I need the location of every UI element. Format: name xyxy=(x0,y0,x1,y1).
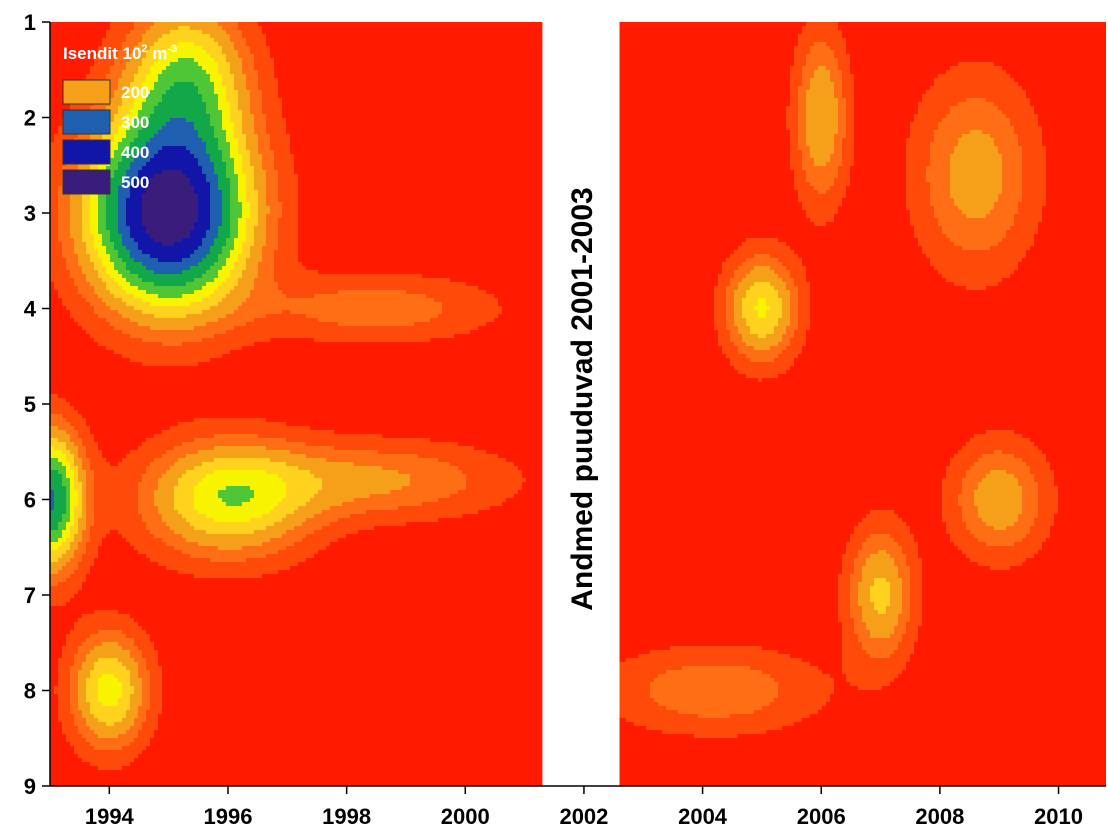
x-tick-label: 1994 xyxy=(85,804,135,829)
legend-title: Isendit 102 m-3 xyxy=(63,43,177,63)
contour-band-2 xyxy=(50,22,1038,750)
legend-label: 500 xyxy=(121,173,149,192)
legend-label: 200 xyxy=(121,83,149,102)
y-tick-label: 5 xyxy=(24,392,36,417)
contour-layer xyxy=(50,22,1058,770)
y-tick-label: 1 xyxy=(24,10,36,35)
legend-swatch xyxy=(62,139,111,165)
x-tick-label: 1998 xyxy=(322,804,371,829)
x-tick-label: 1996 xyxy=(204,804,253,829)
legend: Isendit 102 m-3 200 300 400 500 xyxy=(62,43,177,195)
y-tick-label: 6 xyxy=(24,488,36,513)
legend-label: 300 xyxy=(121,113,149,132)
contour-band-6 xyxy=(50,58,254,542)
y-tick-label: 3 xyxy=(24,201,36,226)
legend-swatch xyxy=(62,79,111,105)
contour-band-4 xyxy=(50,26,890,726)
missing-data-label: Andmed puuduvad 2001-2003 xyxy=(566,187,599,610)
contour-band-9 xyxy=(126,146,210,262)
y-tick-label: 7 xyxy=(24,583,36,608)
x-tick-label: 2002 xyxy=(559,804,608,829)
missing-data-gap xyxy=(542,20,620,788)
axes: 1 2 3 4 5 6 7 8 9 1994 1996 1998 2000 2002 2004 2006 200… xyxy=(24,10,1106,829)
x-tick-label: 2004 xyxy=(678,804,728,829)
legend-label: 400 xyxy=(121,143,149,162)
x-tick-label: 2000 xyxy=(441,804,490,829)
x-tick-label: 2008 xyxy=(915,804,964,829)
legend-swatch xyxy=(62,169,111,195)
contour-band-7 xyxy=(50,82,230,530)
legend-swatch xyxy=(62,109,111,135)
y-tick-label: 4 xyxy=(24,297,37,322)
contour-band-8 xyxy=(50,118,222,510)
x-tick-label: 2006 xyxy=(797,804,846,829)
y-tick-label: 8 xyxy=(24,679,36,704)
x-tick-label: 2010 xyxy=(1034,804,1083,829)
contour-band-1 xyxy=(50,22,1058,770)
y-tick-label: 9 xyxy=(24,774,36,799)
y-tick-label: 2 xyxy=(24,106,36,131)
contour-band-10 xyxy=(142,170,198,246)
